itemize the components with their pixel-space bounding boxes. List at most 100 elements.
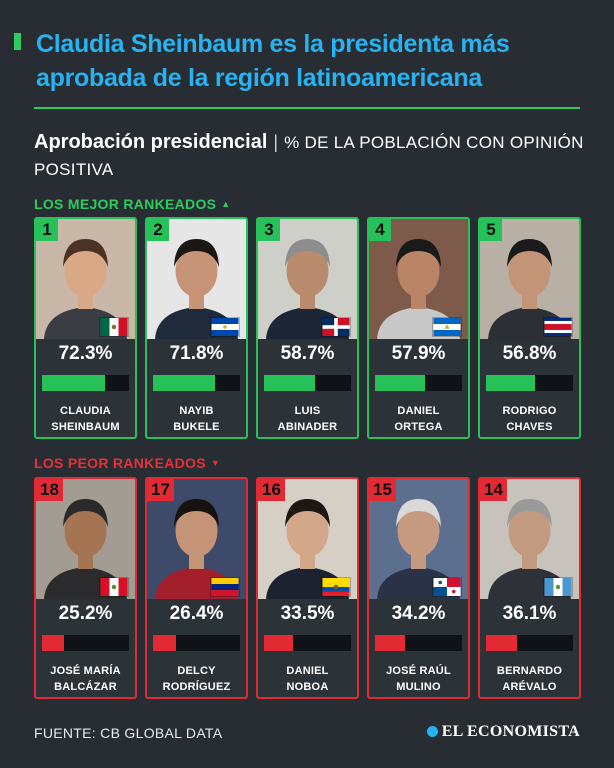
el-salvador-flag-icon	[210, 317, 240, 337]
bar	[42, 635, 64, 651]
value-label: 58.7%	[280, 343, 335, 364]
bar-track	[42, 635, 129, 651]
politician-card: 3 58.7% LUIS ABINADER	[256, 217, 359, 439]
bar-track	[486, 635, 573, 651]
rank-badge: 18	[36, 479, 63, 501]
value-label: 56.8%	[502, 343, 557, 364]
value-label: 25.2%	[58, 603, 113, 624]
politician-name: JOSÉ MARÍA BALCÁZAR	[36, 663, 135, 695]
chart-subtitle: Aprobación presidencial |% DE LA POBLACIÓ…	[34, 129, 594, 183]
politician-name: LUIS ABINADER	[258, 403, 357, 435]
nicaragua-flag-icon	[432, 317, 462, 337]
bar	[153, 375, 215, 391]
costa-rica-flag-icon	[543, 317, 573, 337]
bar-track	[264, 635, 351, 651]
bar	[375, 375, 425, 391]
name-line-1: DELCY	[177, 665, 216, 677]
politician-card: 15 34.2% JOSÉ RAÚL MULINO	[367, 477, 470, 699]
politician-name: NAYIB BUKELE	[147, 403, 246, 435]
politician-card: 1 72.3% CLAUDIA SHEINBAUM	[34, 217, 137, 439]
ecuador-flag-icon	[321, 577, 351, 597]
politician-card: 18 25.2% JOSÉ MARÍA BALCÁZAR	[34, 477, 137, 699]
page-title: Claudia Sheinbaum es la presidenta más a…	[36, 30, 510, 92]
politician-card: 16 33.5% DANIEL NOBOA	[256, 477, 359, 699]
bar	[375, 635, 405, 651]
panama-flag-icon	[432, 577, 462, 597]
publisher-logo-text: EL ECONOMISTA	[441, 723, 580, 740]
logo-dot-icon	[426, 726, 438, 737]
bar-track	[153, 375, 240, 391]
mexico-flag-icon	[99, 317, 129, 337]
politician-name: DELCY RODRÍGUEZ	[147, 663, 246, 695]
name-line-2: ORTEGA	[394, 421, 443, 433]
title-divider	[34, 107, 580, 109]
subtitle-separator: |	[273, 132, 279, 152]
politician-name: CLAUDIA SHEINBAUM	[36, 403, 135, 435]
subtitle-rest: % DE LA POBLACIÓN CON OPINIÓN POSITIVA	[34, 133, 584, 179]
name-line-2: SHEINBAUM	[51, 421, 120, 433]
peru-flag-icon	[99, 577, 129, 597]
bar	[486, 635, 517, 651]
name-line-1: BERNARDO	[496, 665, 563, 677]
politician-card: 4 57.9% DANIEL ORTEGA	[367, 217, 470, 439]
name-line-1: JOSÉ MARÍA	[50, 665, 121, 677]
guatemala-flag-icon	[543, 577, 573, 597]
bar	[42, 375, 105, 391]
section-label-top-text: LOS MEJOR RANKEADOS	[34, 196, 217, 212]
rank-badge: 17	[147, 479, 174, 501]
section-label-bottom-text: LOS PEOR RANKEADOS	[34, 455, 206, 471]
rank-badge: 1	[36, 219, 58, 241]
value-label: 36.1%	[502, 603, 557, 624]
name-line-1: DANIEL	[397, 405, 440, 417]
name-line-1: CLAUDIA	[60, 405, 111, 417]
name-line-2: CHAVES	[506, 421, 553, 433]
name-line-1: JOSÉ RAÚL	[386, 665, 451, 677]
name-line-1: NAYIB	[179, 405, 214, 417]
name-line-2: RODRÍGUEZ	[162, 681, 231, 693]
triangle-down-icon: ▼	[210, 458, 221, 468]
section-label-top: LOS MEJOR RANKEADOS ▲	[34, 196, 231, 212]
name-line-2: MULINO	[396, 681, 441, 693]
name-line-2: BUKELE	[173, 421, 220, 433]
bar	[264, 635, 293, 651]
value-label: 34.2%	[391, 603, 446, 624]
politician-name: RODRIGO CHAVES	[480, 403, 579, 435]
venezuela-flag-icon	[210, 577, 240, 597]
triangle-up-icon: ▲	[221, 199, 231, 209]
politician-name: BERNARDO ARÉVALO	[480, 663, 579, 695]
bar	[486, 375, 535, 391]
bar-track	[42, 375, 129, 391]
rank-badge: 3	[258, 219, 280, 241]
bar-track	[264, 375, 351, 391]
bar	[153, 635, 176, 651]
bar-track	[375, 375, 462, 391]
rank-badge: 2	[147, 219, 169, 241]
publisher-logo: EL ECONOMISTA	[426, 723, 580, 741]
top-ranked-row: 1 72.3% CLAUDIA SHEINBAUM 2 71.8% NAYIB BUKELE 3…	[34, 217, 581, 439]
politician-name: DANIEL NOBOA	[258, 663, 357, 695]
source-note: FUENTE: CB GLOBAL DATA	[34, 725, 223, 741]
politician-name: DANIEL ORTEGA	[369, 403, 468, 435]
name-line-2: ARÉVALO	[502, 681, 557, 693]
bar-track	[375, 635, 462, 651]
name-line-1: RODRIGO	[502, 405, 557, 417]
politician-card: 14 36.1% BERNARDO ARÉVALO	[478, 477, 581, 699]
subtitle-bold: Aprobación presidencial	[34, 131, 268, 153]
bar	[264, 375, 315, 391]
value-label: 57.9%	[391, 343, 446, 364]
politician-card: 2 71.8% NAYIB BUKELE	[145, 217, 248, 439]
section-label-bottom: LOS PEOR RANKEADOS ▼	[34, 455, 220, 471]
rank-badge: 5	[480, 219, 502, 241]
rank-badge: 14	[480, 479, 507, 501]
title-marker	[14, 33, 21, 50]
dominican-republic-flag-icon	[321, 317, 351, 337]
value-label: 71.8%	[169, 343, 224, 364]
politician-card: 5 56.8% RODRIGO CHAVES	[478, 217, 581, 439]
name-line-2: ABINADER	[277, 421, 338, 433]
value-label: 26.4%	[169, 603, 224, 624]
name-line-2: BALCÁZAR	[54, 681, 117, 693]
name-line-1: DANIEL	[286, 665, 329, 677]
rank-badge: 15	[369, 479, 396, 501]
bottom-ranked-row: 18 25.2% JOSÉ MARÍA BALCÁZAR 17 26.4% DELCY ROD…	[34, 477, 581, 699]
politician-card: 17 26.4% DELCY RODRÍGUEZ	[145, 477, 248, 699]
